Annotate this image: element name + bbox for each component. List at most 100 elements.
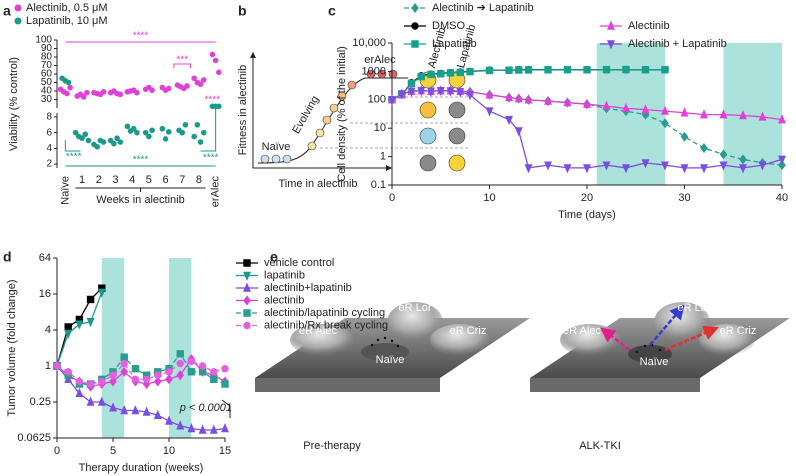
legend-marker — [243, 309, 251, 317]
legend-marker — [607, 40, 615, 50]
annotation: *** — [176, 55, 188, 66]
legend-label: lapatinib — [264, 269, 305, 281]
point — [154, 371, 162, 379]
dot — [117, 139, 124, 145]
x-tick-label: 7 — [179, 174, 185, 186]
legend-label: DMSO — [432, 20, 465, 32]
dot — [212, 57, 219, 64]
point — [466, 67, 474, 76]
shaded-region — [169, 258, 192, 438]
point — [198, 424, 207, 434]
stage-label: Evolving — [290, 94, 321, 136]
point — [456, 68, 464, 77]
point — [485, 107, 494, 117]
x-tick-label: 5 — [146, 174, 152, 186]
y-tick-label: 80 — [41, 52, 53, 63]
stage-label: Naïve — [262, 141, 291, 153]
point — [700, 109, 708, 119]
point — [739, 164, 747, 174]
point — [176, 420, 185, 430]
point — [97, 396, 106, 406]
point — [719, 149, 728, 160]
point — [153, 409, 162, 419]
dot — [134, 129, 140, 136]
point — [75, 320, 84, 330]
point — [622, 164, 630, 174]
caption: Pre-therapy — [303, 440, 361, 452]
y-tick-label: 50 — [41, 77, 53, 88]
dot — [72, 129, 79, 136]
dot — [179, 129, 186, 136]
dot — [117, 91, 124, 98]
panel-label: d — [3, 249, 12, 265]
point — [176, 359, 184, 368]
point — [153, 376, 162, 387]
point — [719, 109, 728, 119]
faces — [419, 71, 466, 172]
panel-e-diagram: eR Alec eR Lor eR Criz Naïve Pre-therapy… — [255, 302, 790, 452]
point — [505, 66, 513, 74]
y-tick-label: 8 — [46, 112, 52, 123]
legend-label: Lapatinib, 10 μM — [26, 15, 108, 27]
point — [165, 368, 173, 376]
point — [514, 93, 523, 103]
cells — [260, 69, 398, 164]
x-tick-label: 3 — [112, 174, 118, 186]
legend-marker — [14, 4, 22, 12]
point — [176, 350, 184, 358]
y-tick-label: 40 — [41, 86, 53, 97]
point — [187, 357, 196, 365]
point — [680, 131, 689, 142]
point — [75, 377, 84, 386]
point — [719, 161, 728, 171]
legend-marker — [607, 20, 615, 30]
dot — [162, 136, 169, 142]
dot — [200, 129, 207, 136]
caption: ALK-TKI — [579, 440, 621, 452]
point — [120, 353, 128, 361]
y-tick-label: 30 — [41, 94, 53, 105]
y-tick-label: 10 — [374, 122, 386, 134]
point — [778, 114, 786, 124]
point — [221, 423, 229, 433]
shaded-region — [101, 258, 125, 438]
dot — [65, 79, 72, 86]
dot — [209, 51, 216, 58]
y-tick-label: 100 — [35, 35, 52, 46]
point — [602, 100, 611, 110]
point — [622, 102, 630, 113]
axes — [252, 52, 392, 169]
point — [176, 370, 185, 381]
legend-marker — [243, 295, 251, 306]
center-label: Naïve — [640, 356, 669, 368]
dot — [182, 121, 189, 128]
y-tick-label: 2 — [46, 159, 52, 170]
point — [436, 86, 445, 97]
dot — [216, 103, 222, 110]
annotation: **** — [203, 153, 219, 164]
dot — [84, 89, 90, 96]
point — [417, 73, 425, 81]
legend-marker — [243, 259, 251, 267]
y-axis-label: Fitness in alectinib — [237, 65, 249, 156]
point — [53, 362, 61, 370]
y-tick-label: 1000 — [362, 65, 386, 77]
dot — [184, 83, 190, 89]
point — [583, 66, 591, 74]
dot — [149, 127, 155, 134]
x-tick-label: 4 — [129, 174, 135, 186]
dot — [67, 84, 73, 91]
point — [397, 90, 406, 100]
point — [98, 377, 106, 386]
point — [680, 164, 689, 174]
point — [407, 87, 416, 97]
dot — [165, 85, 172, 92]
annotation: **** — [205, 95, 221, 106]
dot — [111, 140, 117, 147]
point — [514, 127, 523, 137]
y-tick-label: 6 — [46, 127, 52, 138]
point — [544, 161, 552, 171]
point — [120, 359, 128, 368]
point — [109, 402, 117, 412]
